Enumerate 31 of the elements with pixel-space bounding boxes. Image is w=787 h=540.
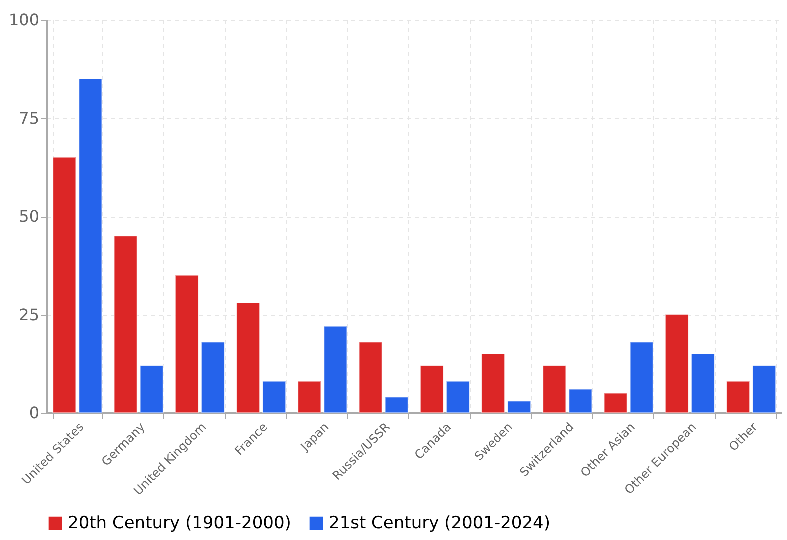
y-tick-label: 100	[8, 10, 40, 30]
bar	[298, 381, 322, 414]
bar	[481, 354, 506, 414]
y-tick-label: 50	[19, 207, 40, 226]
bar	[201, 342, 226, 414]
legend-label: 21st Century (2001-2024)	[329, 514, 550, 534]
bar	[78, 78, 103, 414]
bar	[604, 392, 628, 414]
bar	[114, 236, 138, 414]
bar	[358, 342, 383, 414]
bar	[52, 157, 77, 414]
bar	[507, 400, 532, 414]
bar	[236, 302, 260, 414]
bar	[568, 388, 593, 414]
bar	[726, 381, 750, 414]
bar	[140, 365, 164, 414]
bar	[175, 274, 200, 414]
y-tick-label: 25	[19, 305, 40, 324]
y-tick-label: 75	[19, 108, 40, 128]
bar	[691, 354, 716, 414]
legend-label: 20th Century (1901-2000)	[68, 514, 292, 534]
bar	[446, 381, 470, 414]
bar	[420, 365, 444, 414]
bar	[262, 381, 286, 414]
bar	[542, 365, 567, 414]
bar	[630, 342, 654, 414]
bar	[324, 326, 348, 414]
y-tick-label: 0	[29, 404, 40, 422]
bar	[384, 396, 409, 414]
bar	[665, 314, 690, 414]
bar	[752, 365, 776, 414]
